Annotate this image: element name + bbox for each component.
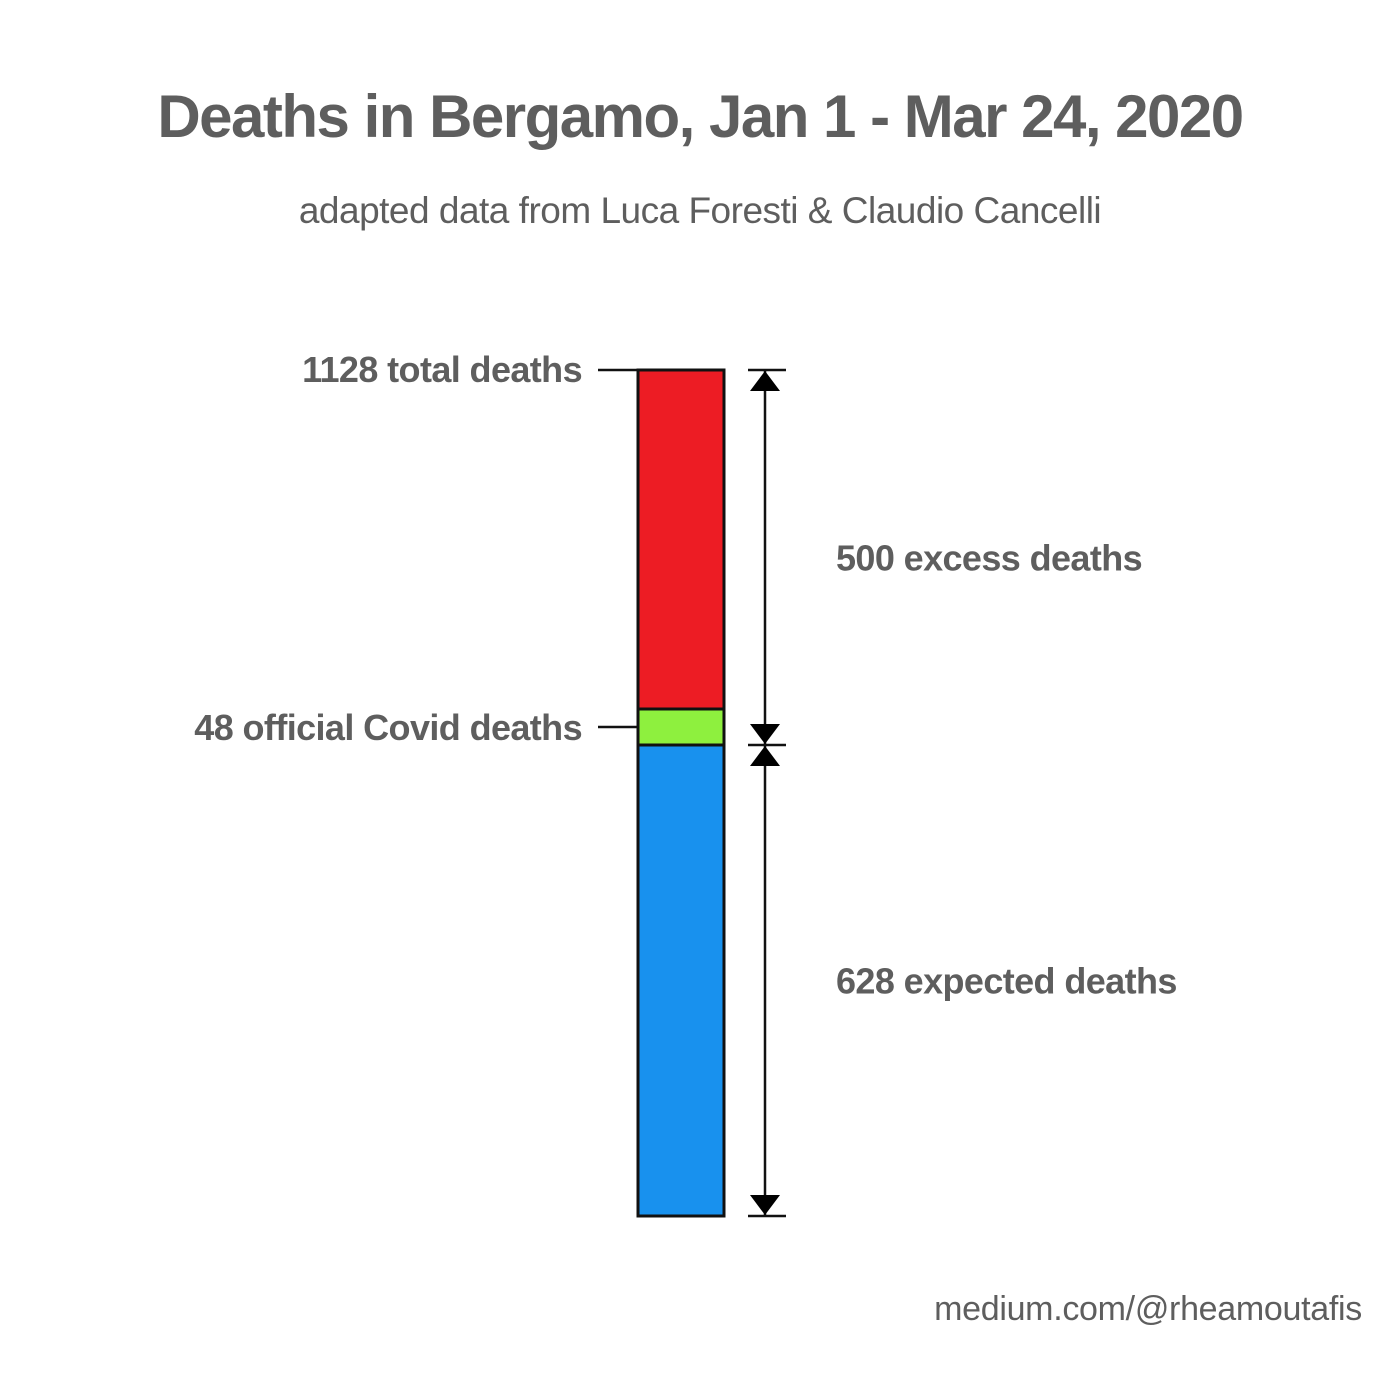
excess-deaths-label: 500 excess deaths <box>836 538 1142 579</box>
bar-segment-expected <box>636 743 726 1218</box>
covid-deaths-label: 48 official Covid deaths <box>194 707 582 748</box>
bar-segment-covid <box>636 707 726 747</box>
chart-subtitle: adapted data from Luca Foresti & Claudio… <box>298 190 1102 231</box>
source-credit: medium.com/@rheamoutafis <box>934 1290 1362 1328</box>
expected-deaths-label: 628 expected deaths <box>836 961 1177 1002</box>
total-deaths-label: 1128 total deaths <box>302 349 582 390</box>
chart-title: Deaths in Bergamo, Jan 1 - Mar 24, 2020 <box>157 83 1244 150</box>
bar-segment-excess <box>636 368 726 711</box>
